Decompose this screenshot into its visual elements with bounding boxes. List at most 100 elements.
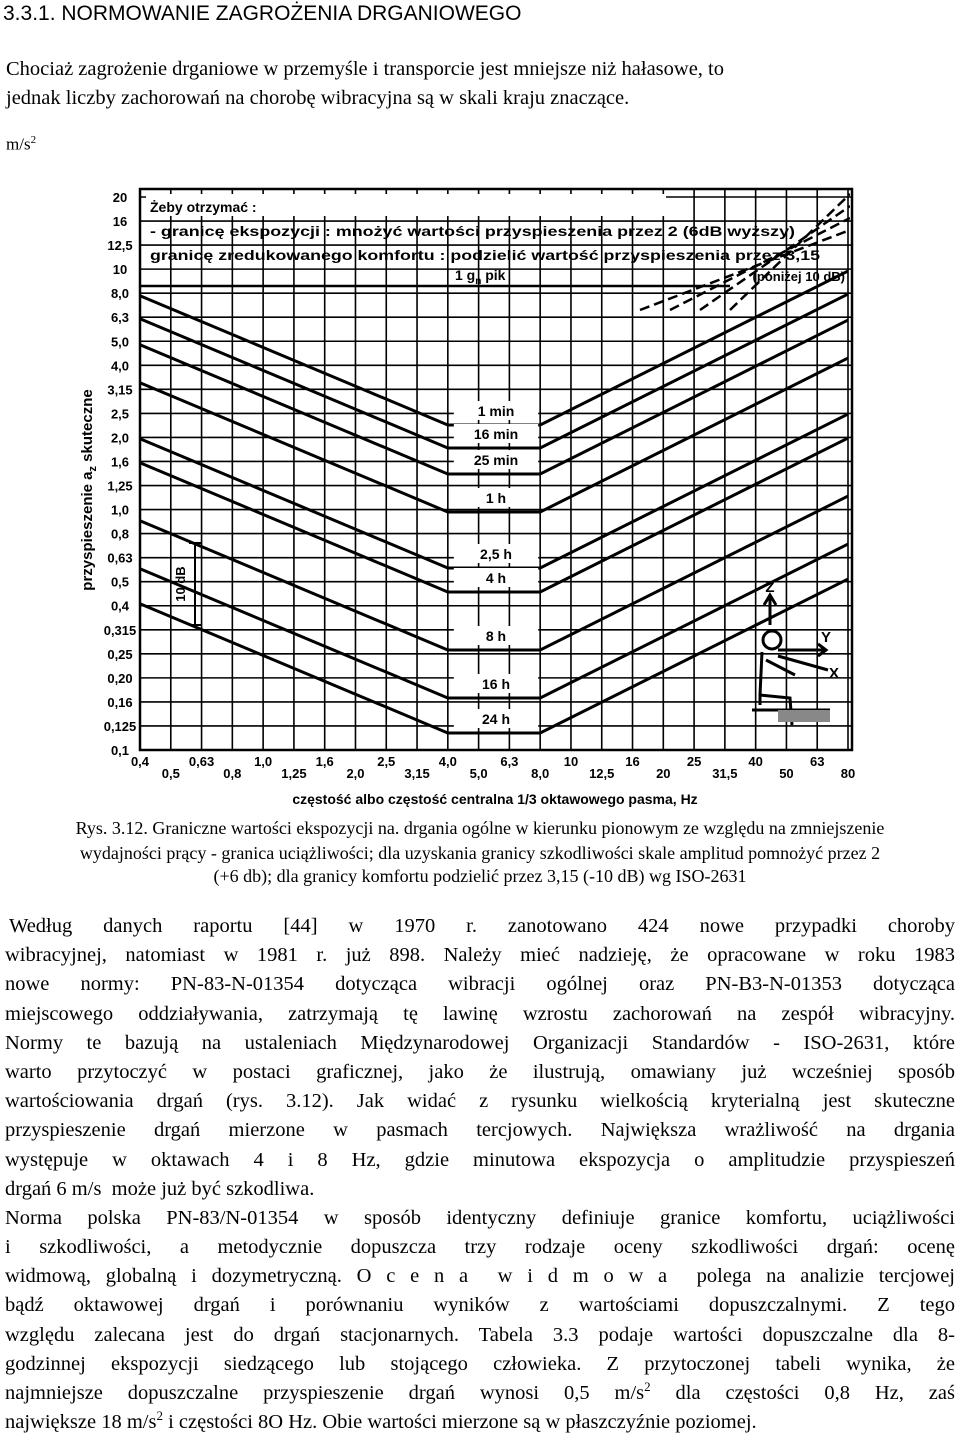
body-line: widmową, globalną i dozymetryczną. O c e… [5,1265,955,1288]
body-line: bądź oktawowej drgań i porównaniu wynikó… [5,1294,955,1317]
x-tick-label: 0,8 [223,766,241,781]
figure: 20 16 12,5 10 8,0 6,3 5,0 4,0 3,15 2,5 2,0 1,6 1,25 1… [79,178,860,808]
axis-letter: X [829,665,839,682]
peak-label-part: pik [481,267,505,283]
y-tick-label: 10 [113,262,127,277]
dashed-line [669,216,850,312]
curve-label: 1 h [486,490,506,506]
y-tick-label: 2,0 [111,430,129,445]
caption-line: (+6 db); dla granicy komfortu podzielić … [213,866,747,886]
body-line: Według danych raportu [44] w 1970 r. zan… [9,915,955,937]
exposure-curve [140,542,849,700]
note-line: granicę zredukowanego komfortu : podziel… [150,247,820,263]
superscript: 2 [644,1379,651,1395]
exposure-curve [140,318,849,476]
y-tick-label: 0,4 [111,599,130,614]
x-tick-label: 80 [841,766,855,781]
curve-label-background [453,626,539,645]
section-title: 3.3.1. NORMOWANIE ZAGROŻENIA DRGANIOWEGO [3,2,522,25]
body-line: godzinnej ekspozycji siedzącego lub stoj… [5,1352,955,1375]
curve-label-background [453,709,539,728]
superscript: 2 [156,1408,163,1424]
x-tick-label: 2,5 [377,754,395,769]
y-axis-label-part: skuteczne [79,389,96,466]
x-tick-label: 31,5 [712,766,737,781]
y-tick-label: 0,16 [107,695,132,710]
curve-label-background [453,401,539,420]
curve-label-background [453,488,539,507]
body-line: Normy te bazują na ustaleniach Międzynar… [5,1031,955,1054]
x-tick-label: 5,0 [470,766,488,781]
note-background [146,194,666,216]
exposure-curve [140,356,849,514]
y-tick-label: 16 [113,214,127,229]
bracket-label: 10 dB [173,566,188,601]
x-tick-label: 25 [687,754,701,769]
curve-label: 25 min [474,452,518,468]
unit: m/s [6,134,31,154]
body-line: względu zalecana jest do drgań stacjonar… [5,1323,955,1346]
body-line: przyspieszenie drgań mierzone w pasmach … [5,1119,955,1142]
caption-line: Rys. 3.12. Graniczne wartości ekspozycji… [75,818,885,838]
intro-line: jednak liczby zachorowań na chorobę wibr… [6,87,630,109]
x-tick-label: 0,63 [189,754,214,769]
body-line: wartościowania drgań (rys. 3.12). Jak wi… [5,1090,955,1113]
x-tick-label: 3,15 [404,766,429,781]
y-tick-label: 20 [113,190,127,205]
note-line: - granicę ekspozycji : mnożyć wartości p… [150,223,795,239]
text-run: największe 18 m/s [5,1411,157,1434]
x-tick-label: 50 [779,766,793,781]
x-tick-label: 63 [810,754,824,769]
body-line: Norma polska PN-83/N-01354 w sposób iden… [5,1206,955,1229]
x-tick-label: 12,5 [589,766,614,781]
exposure-curve [140,577,849,735]
curve-label: 8 h [486,628,506,644]
intro-line: Chociaż zagrożenie drganiowe w przemyśle… [6,58,724,80]
body-line: nowe normy: PN-83-N-01354 dotycząca wibr… [5,973,955,996]
x-tick-label: 6,3 [500,754,518,769]
y-tick-label: 0,315 [104,623,137,638]
x-tick-label: 20 [656,766,670,781]
text-run: najmniejsze dopuszczalne przyspieszenie … [5,1382,645,1404]
peak-label: 1 gn pik [455,267,506,287]
body-line: największe 18 m/s2 i częstości 8O Hz. Ob… [5,1408,955,1437]
curve-label-background [453,544,539,563]
body-line: najmniejsze dopuszczalne przyspieszenie … [5,1379,955,1408]
bracket [189,542,201,626]
y-tick-label: 2,5 [111,406,129,421]
dashed-line [639,228,850,312]
curve-label-background [453,450,539,469]
curve-label-background [453,424,539,443]
body-line: i szkodliwości, a metodycznie dopuszcza … [5,1236,955,1259]
seated-person [752,592,830,726]
axis-letter: Z [765,579,774,596]
exposure-curve [140,292,849,450]
dashed-line [699,204,850,312]
curve-label: 2,5 h [480,546,512,562]
x-tick-label: 4,0 [439,754,457,769]
body-line: wibracyjnej, natomiast w 1981 r. już 898… [5,944,955,967]
x-tick-label: 2,0 [346,766,364,781]
labels: 20 16 12,5 10 8,0 6,3 5,0 4,0 3,15 2,5 2,0 1,6 1,25 1… [79,190,855,807]
text-run: dla częstości 0,8 Hz, zaś [650,1382,955,1404]
y-tick-label: 4,0 [111,358,129,373]
body-line: warto przytoczyć w postaci graficznej, j… [5,1060,955,1083]
y-tick-label: 0,63 [107,551,132,566]
y-tick-label: 0,8 [111,527,129,542]
note-aside: (poniżej 10 dB) [753,269,845,284]
y-tick-label: 3,15 [107,382,132,397]
peak-label-part: n [475,276,481,287]
note-heading: Żeby otrzymać : [150,199,257,215]
y-tick-label: 5,0 [111,334,129,349]
curve-label: 24 h [482,711,510,727]
curve-label-background [453,568,539,587]
body-line: miejscowego oddziaływania, zatrzymają tę… [5,1002,955,1025]
x-tick-label: 1,6 [316,754,334,769]
y-tick-label: 12,5 [107,238,132,253]
exposure-curve [140,436,849,594]
y-tick-label: 0,5 [111,575,129,590]
y-tick-label: 0,25 [107,647,132,662]
y-tick-label: 1,6 [111,454,129,469]
x-tick-label: 0,4 [131,754,150,769]
